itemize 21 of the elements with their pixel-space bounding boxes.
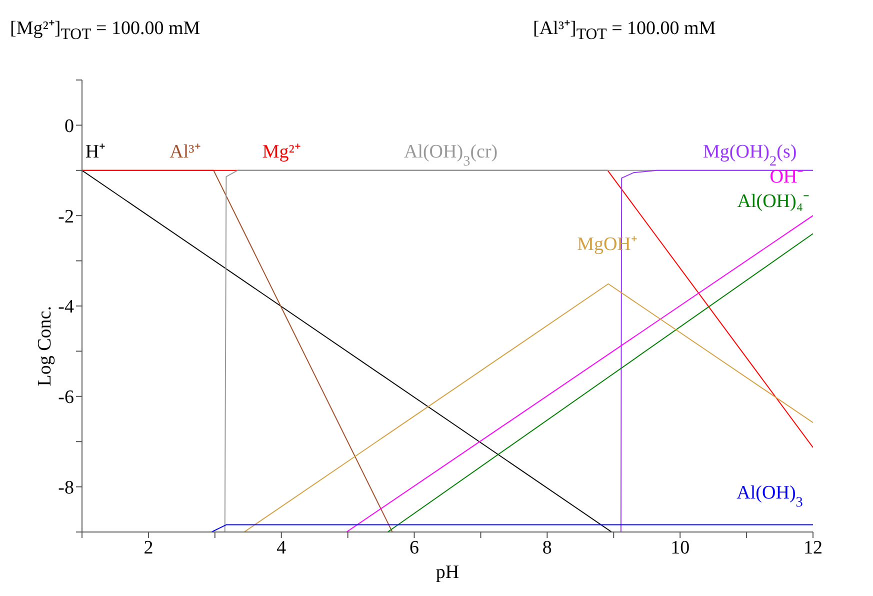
series-label: Al(OH)$_{3}$(cr) — [404, 141, 498, 170]
x-tick-label: 12 — [804, 537, 822, 558]
y-tick-label: -8 — [58, 478, 74, 499]
y-tick-label: 0 — [64, 116, 74, 137]
x-tick-label: 2 — [144, 537, 154, 558]
y-tick-label: -2 — [58, 206, 74, 228]
y-tick-label: -6 — [58, 387, 74, 408]
text: [Al³⁺]$_{TOT}$ = 100.00 mM — [533, 17, 716, 44]
series-label: Al(OH)$_{3}$ — [736, 482, 803, 511]
series-label: Al³⁺ — [170, 141, 200, 162]
x-tick-label: 4 — [276, 537, 287, 558]
x-axis-title: pH — [436, 562, 460, 583]
series-label: Al(OH)₄⁻ — [737, 191, 809, 212]
series-label: Mg²⁺ — [262, 141, 300, 162]
series-label: H⁺ — [85, 141, 106, 162]
x-tick-label: 8 — [542, 537, 552, 558]
text: [Mg²⁺]$_{TOT}$ = 100.00 mM — [10, 17, 200, 44]
y-axis-title: Log Conc. — [34, 306, 56, 386]
x-tick-label: 10 — [670, 537, 690, 558]
x-tick-label: 6 — [410, 537, 420, 558]
y-tick-label: -4 — [58, 296, 74, 318]
